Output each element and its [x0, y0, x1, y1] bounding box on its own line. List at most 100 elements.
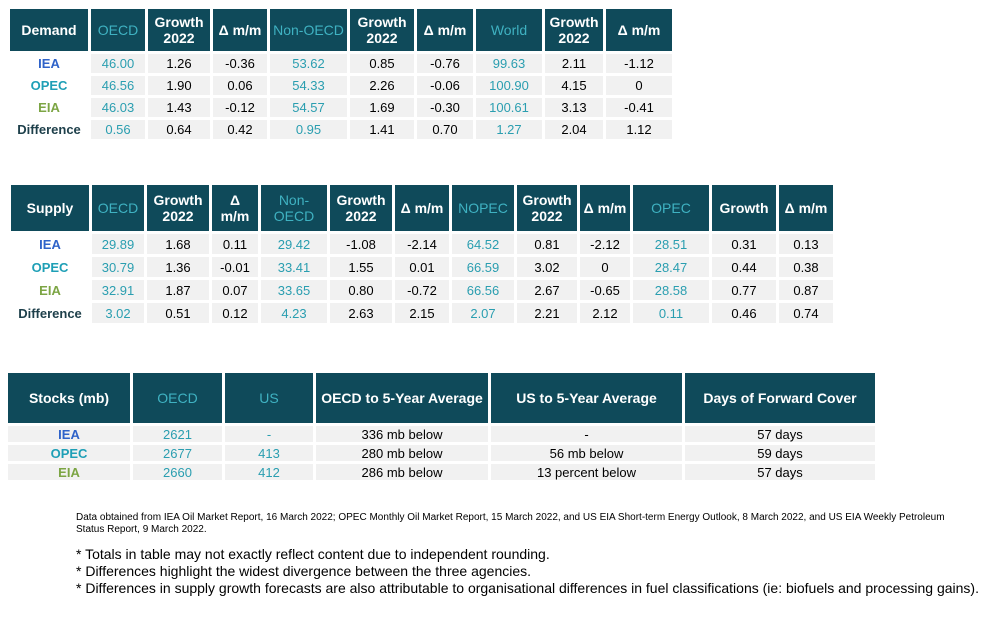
row-label: IEA — [10, 54, 88, 73]
table-cell: 0.06 — [213, 76, 267, 95]
stocks-table: Stocks (mb) OECD US OECD to 5-Year Avera… — [5, 370, 878, 483]
table-cell: 0 — [606, 76, 672, 95]
supply-header: Δ m/m — [779, 185, 833, 231]
table-cell: 2.07 — [452, 303, 514, 323]
table-cell: 29.89 — [92, 234, 144, 254]
table-cell: 56 mb below — [491, 445, 682, 461]
table-cell: 0.01 — [395, 257, 449, 277]
table-cell: -0.41 — [606, 98, 672, 117]
table-cell: 13 percent below — [491, 464, 682, 480]
source-note: Data obtained from IEA Oil Market Report… — [76, 512, 945, 535]
table-row: OPEC 46.56 1.90 0.06 54.33 2.26 -0.06 10… — [10, 76, 672, 95]
table-cell: 1.68 — [147, 234, 209, 254]
stocks-header: OECD — [133, 373, 222, 423]
table-cell: 0.07 — [212, 280, 258, 300]
table-cell: 0 — [580, 257, 630, 277]
table-row: EIA 32.91 1.87 0.07 33.65 0.80 -0.72 66.… — [11, 280, 833, 300]
table-cell: 33.41 — [261, 257, 327, 277]
table-row: IEA 2621 - 336 mb below - 57 days — [8, 426, 875, 442]
table-cell: 100.61 — [476, 98, 542, 117]
table-cell: 412 — [225, 464, 313, 480]
table-cell: 29.42 — [261, 234, 327, 254]
table-cell: 46.00 — [91, 54, 145, 73]
table-cell: 286 mb below — [316, 464, 488, 480]
table-cell: 2.11 — [545, 54, 603, 73]
table-cell: 1.41 — [350, 120, 414, 139]
stocks-header: Days of Forward Cover — [685, 373, 875, 423]
row-label: OPEC — [10, 76, 88, 95]
row-label: EIA — [8, 464, 130, 480]
table-cell: -2.14 — [395, 234, 449, 254]
table-cell: -0.65 — [580, 280, 630, 300]
row-label: OPEC — [11, 257, 89, 277]
table-cell: 0.95 — [270, 120, 347, 139]
table-cell: 0.77 — [712, 280, 776, 300]
table-cell: 0.42 — [213, 120, 267, 139]
table-cell: -1.12 — [606, 54, 672, 73]
demand-header: Demand — [10, 9, 88, 51]
demand-header: Δ m/m — [606, 9, 672, 51]
table-cell: 0.11 — [633, 303, 709, 323]
table-row: OPEC 30.79 1.36 -0.01 33.41 1.55 0.01 66… — [11, 257, 833, 277]
table-cell: 0.44 — [712, 257, 776, 277]
table-cell: 2621 — [133, 426, 222, 442]
table-cell: 59 days — [685, 445, 875, 461]
table-cell: 3.13 — [545, 98, 603, 117]
table-cell: 2.12 — [580, 303, 630, 323]
supply-header: Supply — [11, 185, 89, 231]
table-cell: 2.04 — [545, 120, 603, 139]
table-cell: 1.36 — [147, 257, 209, 277]
table-cell: 0.46 — [712, 303, 776, 323]
table-cell: 46.56 — [91, 76, 145, 95]
row-label: EIA — [10, 98, 88, 117]
table-cell: 0.64 — [148, 120, 210, 139]
table-cell: 66.59 — [452, 257, 514, 277]
table-cell: -0.72 — [395, 280, 449, 300]
demand-header: Growth 2022 — [350, 9, 414, 51]
table-cell: 0.70 — [417, 120, 473, 139]
supply-header: NOPEC — [452, 185, 514, 231]
row-label: IEA — [8, 426, 130, 442]
stocks-header: Stocks (mb) — [8, 373, 130, 423]
table-row: IEA 46.00 1.26 -0.36 53.62 0.85 -0.76 99… — [10, 54, 672, 73]
table-cell: 4.23 — [261, 303, 327, 323]
supply-header: Non-OECD — [261, 185, 327, 231]
table-row: Difference 3.02 0.51 0.12 4.23 2.63 2.15… — [11, 303, 833, 323]
table-cell: -1.08 — [330, 234, 392, 254]
footnotes: * Totals in table may not exactly reflec… — [76, 546, 981, 597]
table-cell: 0.56 — [91, 120, 145, 139]
table-cell: 0.11 — [212, 234, 258, 254]
table-cell: 1.27 — [476, 120, 542, 139]
table-cell: 53.62 — [270, 54, 347, 73]
table-cell: -0.36 — [213, 54, 267, 73]
table-cell: 2.63 — [330, 303, 392, 323]
supply-table: Supply OECD Growth 2022 Δ m/m Non-OECD G… — [8, 182, 836, 326]
table-cell: 100.90 — [476, 76, 542, 95]
footnote: * Differences in supply growth forecasts… — [76, 580, 979, 596]
table-row: IEA 29.89 1.68 0.11 29.42 -1.08 -2.14 64… — [11, 234, 833, 254]
table-cell: 0.85 — [350, 54, 414, 73]
table-cell: 1.69 — [350, 98, 414, 117]
table-cell: -0.01 — [212, 257, 258, 277]
row-label: EIA — [11, 280, 89, 300]
demand-header: Growth 2022 — [148, 9, 210, 51]
table-cell: 0.80 — [330, 280, 392, 300]
table-cell: -0.76 — [417, 54, 473, 73]
table-cell: 1.87 — [147, 280, 209, 300]
table-cell: - — [491, 426, 682, 442]
supply-header: Δ m/m — [212, 185, 258, 231]
table-cell: 54.33 — [270, 76, 347, 95]
table-cell: 64.52 — [452, 234, 514, 254]
supply-header: Δ m/m — [395, 185, 449, 231]
table-cell: 0.81 — [517, 234, 577, 254]
demand-header: Growth 2022 — [545, 9, 603, 51]
supply-header-row: Supply OECD Growth 2022 Δ m/m Non-OECD G… — [11, 185, 833, 231]
row-label: OPEC — [8, 445, 130, 461]
stocks-header: US — [225, 373, 313, 423]
supply-header: Growth — [712, 185, 776, 231]
row-label: IEA — [11, 234, 89, 254]
demand-table: Demand OECD Growth 2022 Δ m/m Non-OECD G… — [7, 6, 675, 142]
table-cell: 57 days — [685, 464, 875, 480]
table-cell: 2.26 — [350, 76, 414, 95]
table-cell: -0.06 — [417, 76, 473, 95]
